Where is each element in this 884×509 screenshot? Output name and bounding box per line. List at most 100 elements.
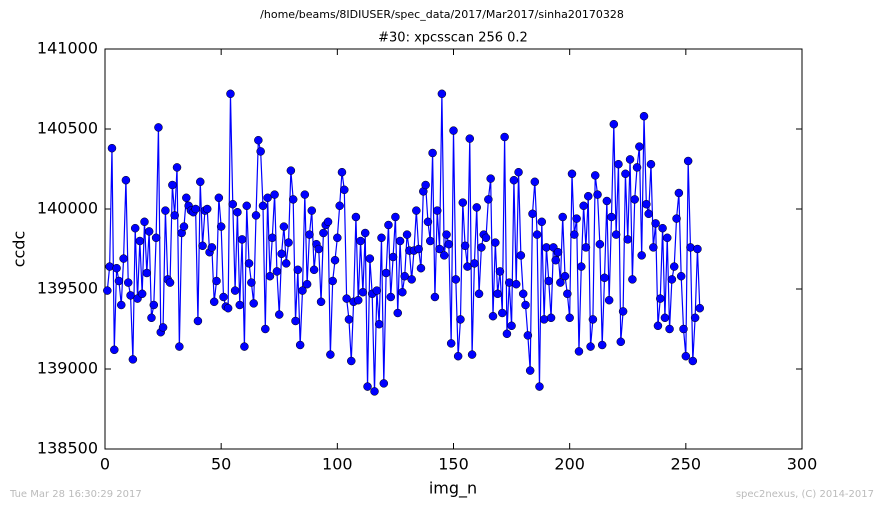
data-point bbox=[446, 339, 456, 348]
data-point bbox=[416, 263, 426, 273]
data-point bbox=[335, 201, 344, 211]
data-point bbox=[258, 201, 268, 211]
data-point bbox=[553, 247, 563, 257]
data-point bbox=[532, 230, 542, 239]
data-point bbox=[291, 316, 300, 326]
data-point bbox=[518, 289, 528, 299]
data-point bbox=[426, 236, 435, 246]
data-point bbox=[611, 230, 621, 239]
data-point bbox=[154, 123, 163, 132]
data-point bbox=[551, 255, 560, 265]
data-point bbox=[449, 126, 458, 135]
y-axis-label: ccdc bbox=[10, 231, 29, 268]
data-point bbox=[235, 300, 245, 310]
data-point bbox=[279, 222, 289, 231]
data-point bbox=[681, 351, 691, 361]
data-point bbox=[142, 268, 152, 278]
data-point bbox=[358, 287, 368, 297]
data-point bbox=[637, 251, 646, 260]
y-tick-label: 140500 bbox=[37, 119, 98, 138]
data-point bbox=[432, 206, 442, 215]
data-point bbox=[665, 324, 674, 334]
data-point bbox=[265, 271, 275, 281]
data-point bbox=[470, 259, 479, 268]
data-point bbox=[507, 321, 516, 331]
data-point bbox=[214, 193, 224, 203]
data-point bbox=[502, 329, 512, 339]
data-point bbox=[277, 249, 286, 259]
data-point bbox=[572, 214, 581, 223]
data-point bbox=[498, 308, 507, 318]
data-point bbox=[584, 191, 593, 201]
data-point bbox=[286, 166, 296, 175]
data-point bbox=[676, 271, 686, 281]
data-point bbox=[284, 238, 293, 247]
data-point bbox=[472, 203, 481, 212]
data-point bbox=[128, 355, 138, 364]
data-point bbox=[628, 275, 637, 284]
data-point bbox=[686, 243, 695, 252]
data-point bbox=[377, 233, 386, 243]
x-tick-label: 300 bbox=[787, 455, 818, 474]
data-point bbox=[309, 265, 319, 275]
data-point bbox=[391, 212, 400, 222]
data-point bbox=[228, 199, 238, 209]
data-point bbox=[337, 167, 347, 177]
x-tick-label: 150 bbox=[438, 455, 469, 474]
data-point bbox=[295, 340, 305, 350]
data-point bbox=[272, 267, 282, 276]
data-point bbox=[251, 211, 261, 220]
data-point bbox=[679, 324, 688, 334]
y-tick-label: 139000 bbox=[37, 359, 98, 378]
data-point bbox=[463, 262, 472, 271]
data-point bbox=[649, 243, 658, 252]
data-point bbox=[147, 313, 156, 323]
y-tick-label: 138500 bbox=[37, 439, 98, 458]
data-point bbox=[293, 265, 303, 275]
data-point bbox=[481, 233, 491, 243]
y-tick-label: 139500 bbox=[37, 279, 98, 298]
data-point bbox=[270, 190, 279, 199]
data-point bbox=[642, 199, 651, 209]
x-tick-label: 100 bbox=[322, 455, 353, 474]
data-point bbox=[495, 267, 505, 276]
data-point bbox=[656, 294, 665, 303]
data-point bbox=[453, 351, 463, 361]
data-point bbox=[319, 228, 328, 238]
data-point bbox=[130, 223, 140, 233]
data-point bbox=[400, 271, 409, 281]
data-point bbox=[344, 315, 354, 324]
data-point bbox=[688, 356, 698, 366]
data-point bbox=[398, 287, 407, 297]
data-point bbox=[500, 132, 509, 142]
data-point bbox=[477, 243, 486, 252]
data-point bbox=[630, 195, 639, 204]
data-point bbox=[539, 315, 549, 324]
data-point bbox=[653, 321, 663, 331]
data-point bbox=[386, 292, 396, 302]
data-point bbox=[442, 230, 451, 239]
data-point bbox=[298, 286, 307, 295]
data-point bbox=[439, 251, 449, 260]
data-point bbox=[586, 342, 595, 351]
data-point bbox=[179, 222, 189, 231]
data-point bbox=[135, 236, 145, 246]
data-point bbox=[662, 233, 672, 243]
data-point bbox=[428, 148, 437, 158]
data-point bbox=[421, 180, 430, 190]
data-point bbox=[305, 230, 314, 239]
data-point bbox=[219, 292, 228, 302]
x-tick-label: 250 bbox=[671, 455, 702, 474]
data-point bbox=[437, 89, 447, 99]
data-point bbox=[695, 303, 705, 313]
data-point bbox=[535, 382, 544, 391]
data-point bbox=[509, 175, 519, 185]
data-point bbox=[563, 289, 572, 299]
data-point bbox=[602, 196, 612, 206]
data-point bbox=[530, 177, 540, 187]
data-point bbox=[112, 263, 121, 273]
data-point bbox=[381, 268, 391, 278]
data-point bbox=[395, 236, 405, 246]
data-point bbox=[444, 239, 454, 249]
